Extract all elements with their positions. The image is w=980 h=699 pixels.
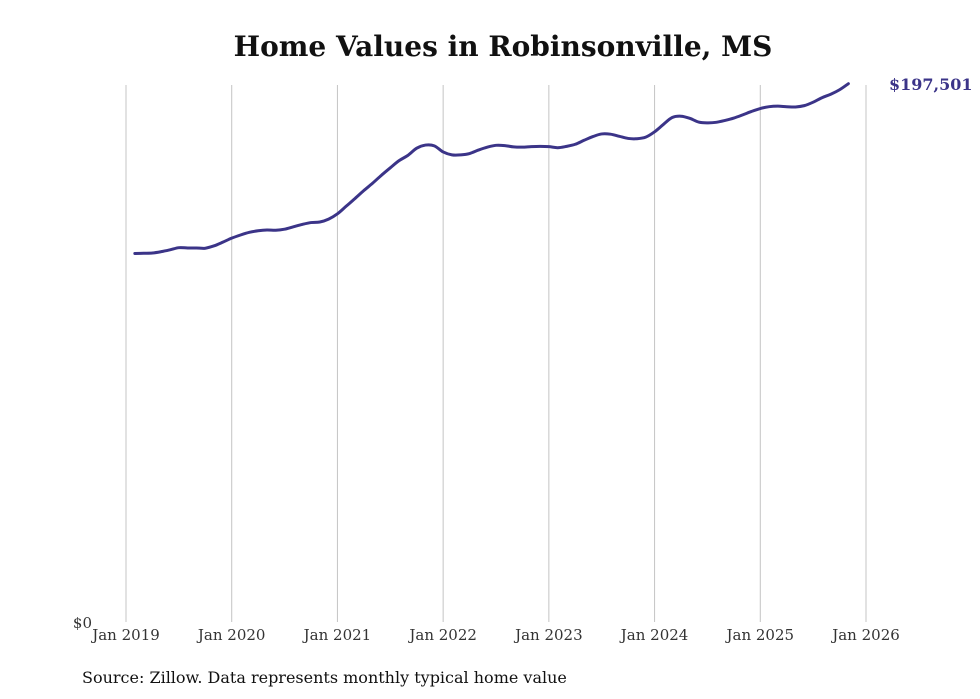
x-tick-label: Jan 2023: [513, 626, 583, 644]
x-tick-label: Jan 2024: [619, 626, 689, 644]
source-note: Source: Zillow. Data represents monthly …: [82, 668, 567, 687]
x-tick-label: Jan 2026: [830, 626, 900, 644]
y-tick-label: $0: [73, 614, 92, 632]
x-tick-label: Jan 2025: [725, 626, 795, 644]
chart-title: Home Values in Robinsonville, MS: [233, 30, 773, 63]
series-layer: [133, 82, 850, 256]
x-tick-label: Jan 2020: [196, 626, 266, 644]
grid-lines: [125, 85, 867, 622]
series-line: [133, 82, 850, 256]
y-axis-ticks: $0: [73, 614, 92, 632]
x-axis-ticks: Jan 2019 Jan 2020 Jan 2021 Jan 2022 Jan 2023…: [90, 626, 900, 644]
x-tick-label: Jan 2022: [407, 626, 477, 644]
end-label-layer: $197,501: [889, 75, 973, 94]
end-value-label: $197,501: [889, 75, 973, 94]
x-tick-label: Jan 2021: [302, 626, 372, 644]
x-tick-label: Jan 2019: [90, 626, 160, 644]
